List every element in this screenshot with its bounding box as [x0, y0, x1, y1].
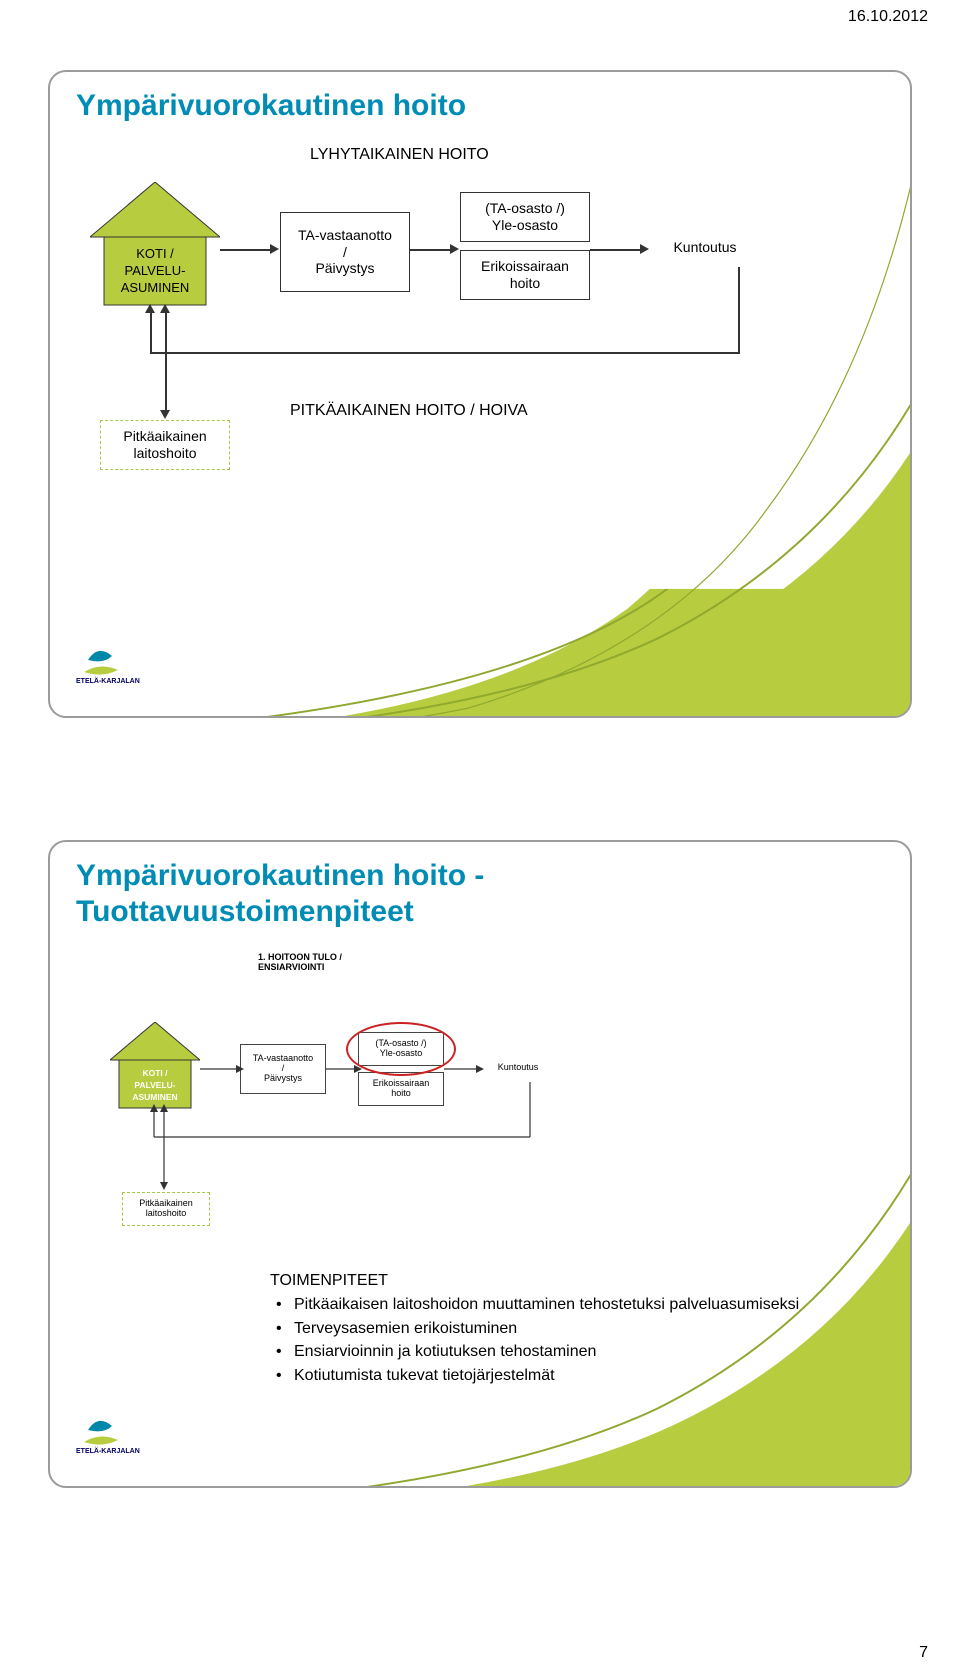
slide2-title-l2: Tuottavuustoimenpiteet	[76, 895, 414, 928]
slide1-title: Ympärivuorokautinen hoito	[76, 88, 466, 124]
bullet-item: Kotiutumista tukevat tietojärjestelmät	[270, 1365, 830, 1387]
svg-text:ASUMINEN: ASUMINEN	[121, 280, 190, 295]
slide2-title-l1: Ympärivuorokautinen hoito -	[76, 859, 484, 892]
arrow-head-icon	[160, 410, 170, 419]
logo: ETELÄ-KARJALAN	[76, 1406, 196, 1456]
bullets-list: Pitkäaikaisen laitoshoidon muuttaminen t…	[270, 1294, 830, 1386]
box-erikois-l2: hoito	[510, 275, 540, 292]
arrow	[738, 267, 740, 353]
svg-text:KOTI /: KOTI /	[136, 246, 174, 261]
svg-text:ETELÄ-KARJALAN: ETELÄ-KARJALAN	[76, 1447, 140, 1455]
kuntoutus-text: Kuntoutus	[673, 239, 736, 256]
box-ta-osasto-l2: Yle-osasto	[492, 217, 558, 234]
page-number: 7	[919, 1644, 928, 1662]
pitka-l1: Pitkäaikainen	[123, 428, 206, 445]
bullet-item: Terveysasemien erikoistuminen	[270, 1318, 830, 1340]
slide-1: Ympärivuorokautinen hoito LYHYTAIKAINEN …	[48, 70, 912, 718]
arrow-head-icon	[450, 244, 459, 254]
box-ta-vastaanotto: TA-vastaanotto / Päivystys	[280, 212, 410, 292]
box-erikois-l1: Erikoissairaan	[481, 258, 569, 275]
box-ta-osasto: (TA-osasto /) Yle-osasto	[460, 192, 590, 242]
arrow-head-icon	[640, 244, 649, 254]
bullet-item: Pitkäaikaisen laitoshoidon muuttaminen t…	[270, 1294, 830, 1316]
logo: ETELÄ-KARJALAN	[76, 636, 196, 686]
mini-box-pitka: Pitkäaikainen laitoshoito	[122, 1192, 210, 1226]
bullets-heading: TOIMENPITEET	[270, 1272, 830, 1290]
arrow	[220, 249, 272, 251]
arrow-head-icon	[160, 304, 170, 313]
mini-pitka-l2: laitoshoito	[146, 1209, 187, 1219]
pitka-l2: laitoshoito	[133, 445, 196, 462]
svg-text:PALVELU-: PALVELU-	[125, 263, 186, 278]
slide1-subtitle-pitka: PITKÄAIKAINEN HOITO / HOIVA	[290, 402, 528, 420]
box-ta-l1: TA-vastaanotto	[298, 227, 392, 244]
slide-2: Ympärivuorokautinen hoito - Tuottavuusto…	[48, 840, 912, 1488]
box-ta-osasto-l1: (TA-osasto /)	[485, 200, 565, 217]
svg-text:ETELÄ-KARJALAN: ETELÄ-KARJALAN	[76, 677, 140, 685]
arrow	[410, 249, 452, 251]
arrow-feedback	[150, 352, 740, 354]
arrow-head-icon	[270, 244, 279, 254]
box-erikoissairaan: Erikoissairaan hoito	[460, 250, 590, 300]
box-ta-l2: /	[343, 244, 347, 261]
box-pitkaaikainen: Pitkäaikainen laitoshoito	[100, 420, 230, 470]
mini-diagram: 1. HOITOON TULO / ENSIARVIOINTI KOTI / P…	[110, 982, 630, 1242]
bullet-item: Ensiarvioinnin ja kotiutuksen tehostamin…	[270, 1341, 830, 1363]
slide1-subtitle-lyhyt: LYHYTAIKAINEN HOITO	[310, 146, 489, 164]
arrow	[165, 312, 167, 412]
mini-header: 1. HOITOON TULO / ENSIARVIOINTI	[258, 952, 342, 972]
slide2-title: Ympärivuorokautinen hoito - Tuottavuusto…	[76, 858, 484, 930]
arrow	[590, 249, 642, 251]
page-date: 16.10.2012	[848, 8, 928, 26]
house-icon: KOTI / PALVELU- ASUMINEN	[90, 182, 220, 312]
arrow-head-icon	[145, 304, 155, 313]
arrow	[150, 312, 152, 352]
bullet-block: TOIMENPITEET Pitkäaikaisen laitoshoidon …	[270, 1272, 830, 1388]
box-kuntoutus: Kuntoutus	[650, 227, 760, 267]
box-ta-l3: Päivystys	[315, 260, 374, 277]
